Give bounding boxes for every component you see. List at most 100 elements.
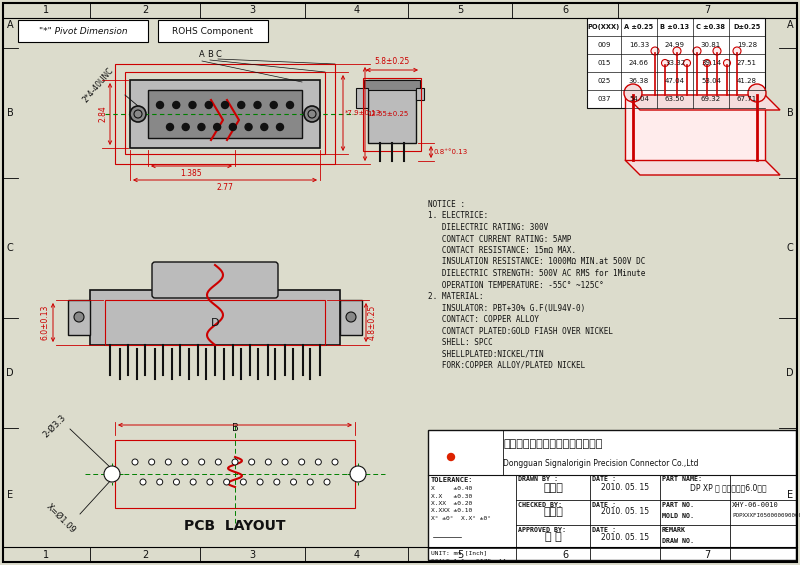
Text: 1.385: 1.385 bbox=[181, 169, 202, 178]
Circle shape bbox=[282, 459, 288, 465]
Text: CONTACT: COPPER ALLOY: CONTACT: COPPER ALLOY bbox=[428, 315, 539, 324]
Text: INSULATION RESISTANCE: 1000MΩ MIN.at 500V DC: INSULATION RESISTANCE: 1000MΩ MIN.at 500… bbox=[428, 258, 646, 267]
Text: C: C bbox=[6, 243, 14, 253]
Text: X=Ø1.09: X=Ø1.09 bbox=[45, 502, 78, 534]
Circle shape bbox=[182, 459, 188, 465]
Text: X.X   ±0.30: X.X ±0.30 bbox=[431, 493, 472, 498]
Text: DATE :: DATE : bbox=[592, 476, 616, 482]
Text: CONTACT PLATED:GOLD FIASH OVER NICKEL: CONTACT PLATED:GOLD FIASH OVER NICKEL bbox=[428, 327, 613, 336]
Text: 6.0±0.13: 6.0±0.13 bbox=[41, 305, 50, 340]
Text: 2.77: 2.77 bbox=[217, 183, 234, 192]
Circle shape bbox=[304, 106, 320, 122]
Text: 1. ELECTRICE:: 1. ELECTRICE: bbox=[428, 211, 488, 220]
Circle shape bbox=[447, 454, 454, 460]
Circle shape bbox=[315, 459, 322, 465]
Text: 2. MATERIAL:: 2. MATERIAL: bbox=[428, 292, 483, 301]
Circle shape bbox=[254, 102, 261, 108]
Text: 5.8±0.25: 5.8±0.25 bbox=[374, 57, 410, 66]
Text: 27.51: 27.51 bbox=[737, 60, 757, 66]
Text: 12.55±0.25: 12.55±0.25 bbox=[367, 111, 408, 117]
Bar bbox=[363, 78, 421, 151]
Text: 6: 6 bbox=[562, 550, 568, 560]
Text: 2010. 05. 15: 2010. 05. 15 bbox=[601, 532, 649, 541]
Circle shape bbox=[130, 106, 146, 122]
Circle shape bbox=[274, 479, 280, 485]
Bar bbox=[115, 64, 335, 164]
Text: SHELL: SPCC: SHELL: SPCC bbox=[428, 338, 493, 347]
Circle shape bbox=[174, 479, 179, 485]
Circle shape bbox=[173, 102, 180, 108]
Text: SCALE:1:1   SIZE: A4: SCALE:1:1 SIZE: A4 bbox=[431, 559, 506, 564]
Text: 杨剑玉: 杨剑玉 bbox=[543, 483, 563, 493]
Bar bbox=[364, 80, 420, 90]
Text: XHY-06-0010: XHY-06-0010 bbox=[732, 502, 778, 508]
Text: 63.50: 63.50 bbox=[665, 96, 685, 102]
Bar bbox=[428, 430, 796, 560]
Bar bbox=[587, 18, 765, 108]
Circle shape bbox=[286, 102, 294, 108]
Text: 24.99: 24.99 bbox=[665, 42, 685, 48]
Text: DP XP 母 直焼板式闰6.0魚叉: DP XP 母 直焼板式闰6.0魚叉 bbox=[690, 484, 766, 493]
Text: INSULATOR: PBT+30% G.F(UL94V-0): INSULATOR: PBT+30% G.F(UL94V-0) bbox=[428, 303, 586, 312]
Text: 2010. 05. 15: 2010. 05. 15 bbox=[601, 484, 649, 493]
Text: 4.8±0.25: 4.8±0.25 bbox=[368, 305, 377, 340]
Text: 015: 015 bbox=[598, 60, 610, 66]
Text: X.XX  ±0.20: X.XX ±0.20 bbox=[431, 501, 472, 506]
Circle shape bbox=[651, 47, 659, 55]
Bar bbox=[148, 90, 302, 138]
Text: 7: 7 bbox=[704, 5, 710, 15]
Text: DRAWN BY :: DRAWN BY : bbox=[518, 476, 558, 482]
Text: NOTICE :: NOTICE : bbox=[428, 200, 465, 209]
Circle shape bbox=[222, 102, 229, 108]
Text: 025: 025 bbox=[598, 78, 610, 84]
Text: 16.33: 16.33 bbox=[629, 42, 649, 48]
Polygon shape bbox=[625, 160, 780, 175]
Text: 7: 7 bbox=[704, 550, 710, 560]
Text: CHECKED BY:: CHECKED BY: bbox=[518, 502, 562, 508]
Text: DRAW NO.: DRAW NO. bbox=[662, 538, 694, 544]
Bar bbox=[115, 440, 355, 508]
Circle shape bbox=[249, 459, 254, 465]
Text: E: E bbox=[7, 490, 13, 500]
Circle shape bbox=[270, 102, 278, 108]
Text: POPXXXFI05000009000000: POPXXXFI05000009000000 bbox=[732, 513, 800, 518]
Circle shape bbox=[346, 312, 356, 322]
Circle shape bbox=[232, 459, 238, 465]
Text: B: B bbox=[786, 108, 794, 118]
Polygon shape bbox=[625, 95, 765, 160]
Text: 东菞市迅颠原精密连接器有限公司: 东菞市迅颠原精密连接器有限公司 bbox=[503, 439, 602, 449]
Circle shape bbox=[224, 479, 230, 485]
Text: B ±0.13: B ±0.13 bbox=[661, 24, 690, 30]
Text: A: A bbox=[199, 50, 205, 59]
Circle shape bbox=[261, 124, 268, 131]
Text: 53.04: 53.04 bbox=[701, 78, 721, 84]
Bar bbox=[90, 290, 340, 345]
Text: DATE :: DATE : bbox=[592, 527, 616, 533]
Circle shape bbox=[190, 479, 196, 485]
Text: 6: 6 bbox=[562, 5, 568, 15]
Text: 037: 037 bbox=[598, 96, 610, 102]
Circle shape bbox=[748, 84, 766, 102]
Text: DIELECTRIC STRENGTH: 500V AC RMS for 1Minute: DIELECTRIC STRENGTH: 500V AC RMS for 1Mi… bbox=[428, 269, 646, 278]
Text: 2: 2 bbox=[142, 550, 148, 560]
Circle shape bbox=[257, 479, 263, 485]
Text: "*" Pivot Dimension: "*" Pivot Dimension bbox=[38, 27, 127, 36]
Text: MOLD NO.: MOLD NO. bbox=[662, 513, 694, 519]
Circle shape bbox=[104, 466, 120, 482]
Bar bbox=[340, 300, 362, 335]
Text: C: C bbox=[215, 50, 221, 59]
Text: 1: 1 bbox=[43, 5, 50, 15]
Text: DATE :: DATE : bbox=[592, 502, 616, 508]
Circle shape bbox=[132, 459, 138, 465]
Polygon shape bbox=[625, 95, 780, 110]
Circle shape bbox=[206, 102, 212, 108]
Text: 54.04: 54.04 bbox=[629, 96, 649, 102]
Polygon shape bbox=[468, 533, 483, 541]
Text: 冒应文: 冒应文 bbox=[543, 507, 563, 517]
Circle shape bbox=[298, 459, 305, 465]
Bar bbox=[105, 300, 325, 345]
Text: OPERATION TEMPERATURE: -55C° ~125C°: OPERATION TEMPERATURE: -55C° ~125C° bbox=[428, 280, 604, 289]
Bar bbox=[148, 82, 302, 144]
Text: 24.66: 24.66 bbox=[629, 60, 649, 66]
Circle shape bbox=[350, 466, 366, 482]
